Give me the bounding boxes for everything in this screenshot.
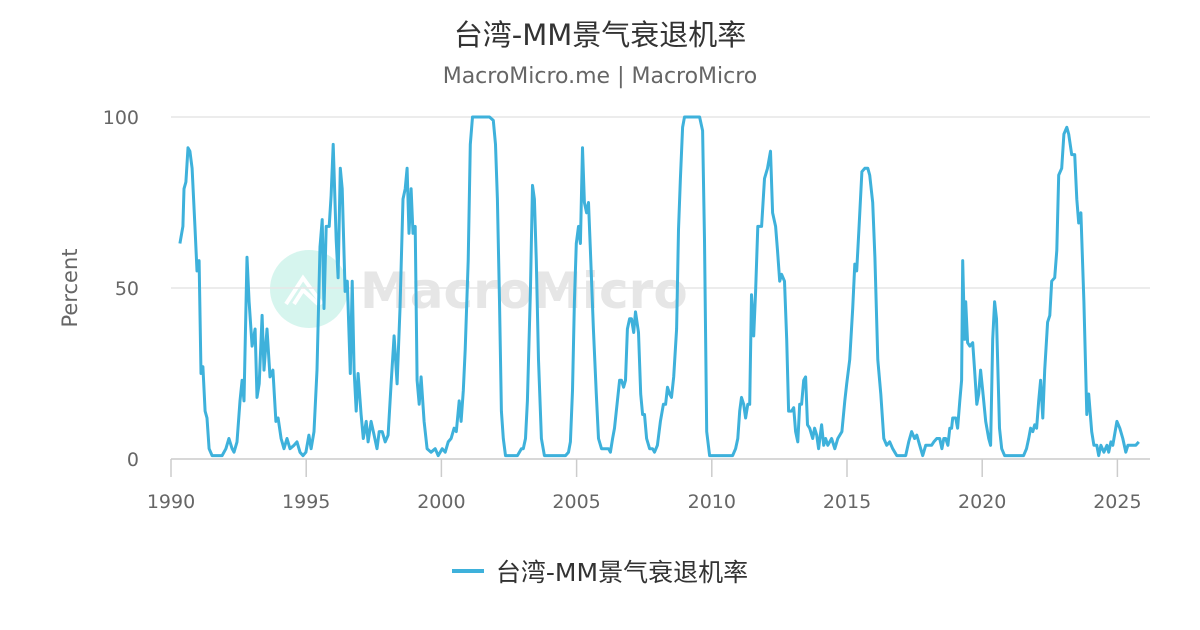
- legend: 台湾-MM景气衰退机率: [0, 553, 1200, 589]
- legend-line-icon: [451, 569, 484, 573]
- y-axis-ticks: 0 50 100: [103, 107, 139, 471]
- watermark-chevron-icon: [284, 274, 324, 306]
- x-tick-label: 1995: [282, 491, 330, 513]
- y-gridlines: [171, 116, 1150, 289]
- series-line: [178, 115, 1140, 458]
- y-tick-label: 0: [127, 449, 139, 471]
- legend-item[interactable]: 台湾-MM景气衰退机率: [451, 553, 749, 589]
- x-tick-label: 2015: [823, 491, 871, 513]
- x-tick-label: 2000: [417, 491, 465, 513]
- x-axis-ticks: 1990 1995 2000 2005 2010 2015 2020 2025: [147, 459, 1142, 513]
- y-axis-label: Percent: [58, 248, 82, 327]
- watermark: MacroMicro: [270, 250, 688, 328]
- legend-label: 台湾-MM景气衰退机率: [495, 558, 749, 587]
- y-tick-label: 50: [115, 278, 139, 300]
- y-tick-label: 100: [103, 107, 139, 129]
- x-tick-label: 2020: [958, 491, 1006, 513]
- chart-title: 台湾-MM景气衰退机率: [453, 18, 747, 52]
- x-tick-label: 2025: [1093, 491, 1141, 513]
- x-tick-label: 2005: [552, 491, 600, 513]
- x-tick-label: 1990: [147, 491, 195, 513]
- x-tick-label: 2010: [688, 491, 736, 513]
- watermark-text: MacroMicro: [360, 262, 688, 320]
- chart-subtitle: MacroMicro.me | MacroMicro: [442, 64, 758, 89]
